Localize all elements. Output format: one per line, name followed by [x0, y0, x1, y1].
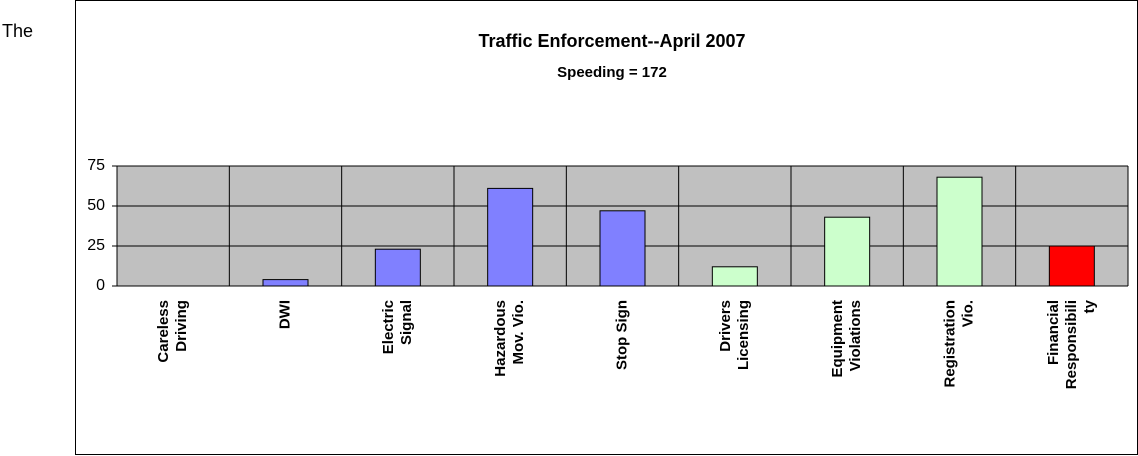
bar	[824, 216, 871, 287]
x-tick-label: Stop Sign	[613, 300, 630, 370]
chart-subtitle: Speeding = 172	[557, 64, 667, 81]
y-tick-label: 50	[87, 197, 105, 214]
bar	[487, 187, 534, 287]
chart-title: Traffic Enforcement--April 2007	[478, 31, 745, 51]
bar	[936, 176, 983, 287]
x-tick-label: Signal	[398, 300, 415, 345]
x-tick-label: Licensing	[735, 300, 752, 370]
x-tick-label: Driving	[173, 300, 190, 352]
bar	[262, 279, 309, 287]
x-tick-label: Hazardous	[492, 300, 509, 377]
x-tick-label: DWI	[276, 300, 293, 329]
x-tick-label: Mov. Vio.	[510, 300, 527, 364]
y-tick-label: 25	[87, 237, 105, 254]
bar	[1048, 245, 1095, 287]
y-tick-label: 0	[96, 277, 105, 294]
x-tick-label: Vio.	[959, 300, 976, 327]
bar	[374, 248, 421, 287]
x-tick-label: ty	[1081, 299, 1098, 313]
y-tick-label: 75	[87, 157, 105, 174]
x-tick-label: Violations	[847, 300, 864, 371]
x-tick-label: Financial	[1045, 300, 1062, 365]
x-tick-label: Registration	[941, 300, 958, 388]
x-tick-label: Electric	[380, 300, 397, 354]
x-tick-label: Responsibili	[1063, 300, 1080, 389]
x-tick-label: Equipment	[829, 300, 846, 378]
body-text: The	[2, 21, 33, 41]
x-tick-label: Careless	[155, 300, 172, 363]
bar	[711, 266, 758, 287]
bar	[599, 210, 646, 287]
x-tick-label: Drivers	[717, 300, 734, 352]
